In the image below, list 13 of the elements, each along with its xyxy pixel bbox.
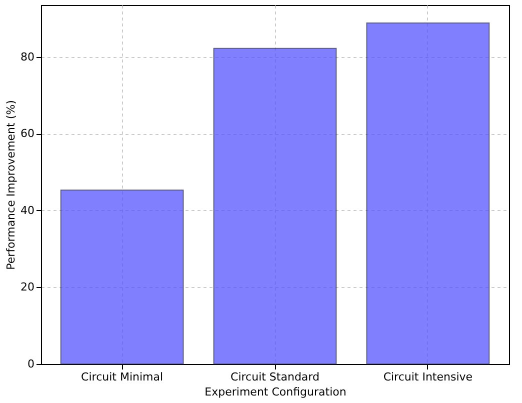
x-axis-title: Experiment Configuration (204, 386, 346, 398)
x-tick-label: Circuit Intensive (383, 370, 473, 384)
y-axis-title: Performance Improvement (%) (4, 100, 18, 270)
x-tick-label: Circuit Minimal (81, 370, 164, 384)
bar (366, 22, 490, 364)
y-tick-label: 0 (28, 358, 34, 370)
bar (60, 190, 184, 364)
y-tick-label: 80 (20, 50, 34, 64)
x-tick-label: Circuit Standard (230, 370, 320, 384)
y-tick-label: 40 (20, 204, 34, 217)
bar (213, 48, 337, 364)
y-tick-label: 60 (20, 127, 34, 140)
y-tick-label: 20 (20, 280, 34, 294)
